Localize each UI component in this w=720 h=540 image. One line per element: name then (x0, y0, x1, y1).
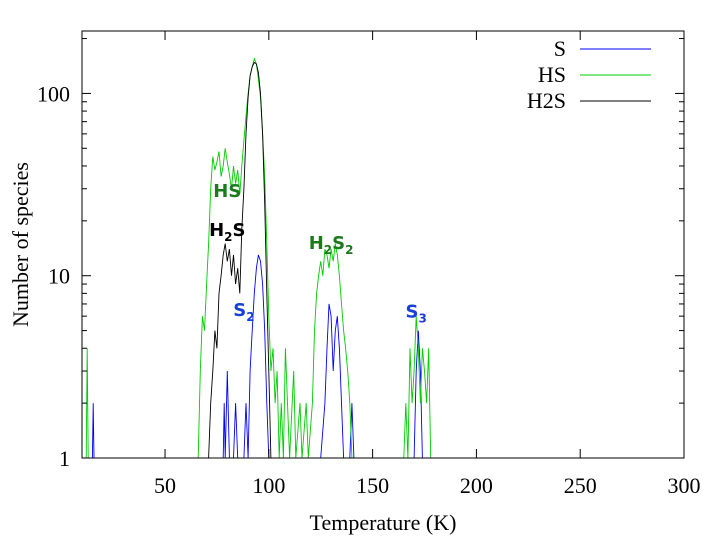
legend-label-s: S (554, 36, 566, 61)
x-tick-label: 250 (564, 473, 597, 498)
x-tick-label: 150 (356, 473, 389, 498)
series-line-s (91, 254, 423, 459)
y-axis-title: Number of species (8, 162, 33, 327)
series-line-hs (85, 57, 432, 459)
peak-label: H2S (209, 220, 245, 244)
y-tick-label: 1 (59, 446, 70, 471)
plot-frame (81, 30, 685, 459)
legend-label-hs: HS (538, 62, 566, 87)
x-tick-label: 100 (252, 473, 285, 498)
x-tick-label: 50 (154, 473, 176, 498)
x-axis-title: Temperature (K) (310, 510, 457, 535)
axis-ticks: 50 100 150 200 250 300 1 10 100 (37, 31, 701, 498)
legend-label-h2s: H2S (527, 88, 566, 113)
peak-label: HS (213, 181, 241, 202)
x-tick-label: 200 (460, 473, 493, 498)
x-tick-label: 300 (668, 473, 701, 498)
peak-label: S2 (233, 300, 254, 324)
y-tick-label: 100 (37, 81, 70, 106)
series-line-h2s (208, 61, 272, 459)
y-tick-label: 10 (48, 264, 70, 289)
peak-annotations: HS H2S S2 H2S2 S3 (209, 181, 427, 325)
peak-label: S3 (406, 301, 427, 325)
peak-label: H2S2 (309, 233, 354, 257)
plot-lines (85, 57, 432, 459)
